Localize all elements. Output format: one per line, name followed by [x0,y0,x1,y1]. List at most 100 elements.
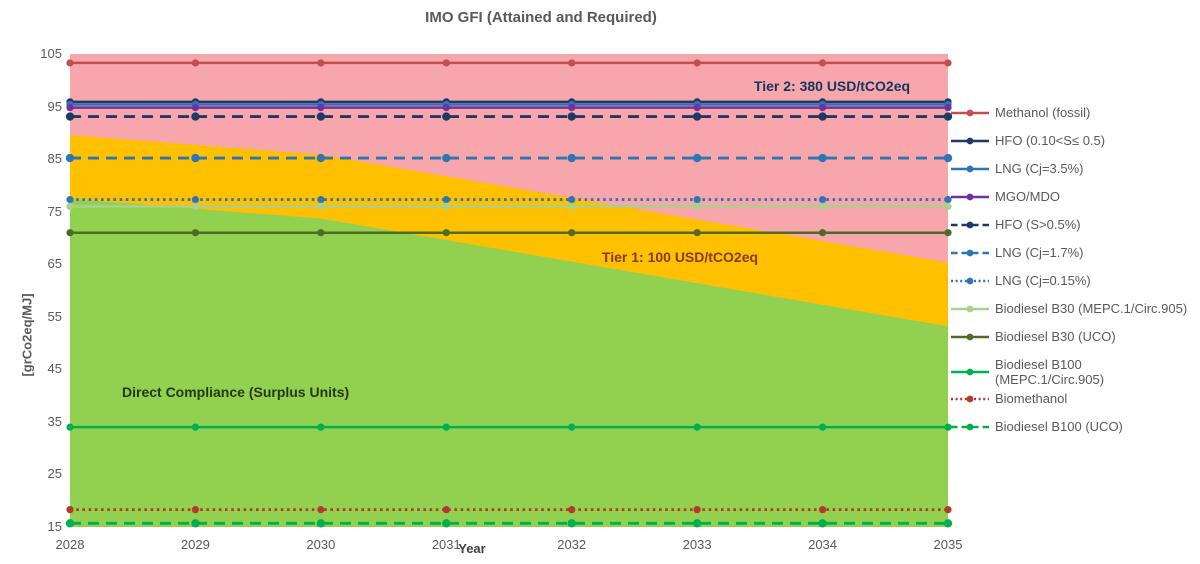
data-point-marker [944,506,952,514]
series-methanol-fossil [66,59,952,67]
data-point-marker [944,423,952,431]
data-point-marker [693,506,701,514]
data-point-marker [191,506,200,514]
y-tick-label: 55 [47,308,62,324]
y-tick-label: 75 [47,203,62,219]
data-point-marker [442,202,450,211]
data-point-marker [442,195,450,204]
direct-compliance-region [70,198,948,527]
legend-label: Biomethanol [995,391,1068,406]
legend-item-methanol-fossil: Methanol (fossil) [950,105,1187,120]
legend-label: Biodiesel B100 (MEPC.1/Circ.905) [995,357,1105,387]
legend-swatch-marker [966,249,974,256]
legend-swatch [951,193,989,200]
data-point-marker [944,59,952,67]
legend-swatch-marker [966,221,974,228]
y-tick-label: 65 [47,256,62,272]
data-point-marker [568,202,576,211]
data-point-marker [818,423,827,431]
data-point-marker [66,229,74,237]
data-point-marker [191,229,200,237]
data-point-marker [567,112,576,121]
data-point-marker [943,153,953,163]
data-point-marker [818,104,827,112]
series-biodiesel-b100-uco [65,519,953,528]
legend-swatch [951,423,989,430]
y-tick-label: 45 [47,361,62,377]
legend-swatch [951,333,989,340]
data-point-marker [568,195,576,204]
legend-swatch-marker [966,333,974,340]
data-point-marker [317,506,325,514]
legend-label: LNG (Cj=1.7%) [995,245,1084,260]
data-point-marker [692,112,702,121]
data-point-marker [944,195,952,204]
data-point-marker [191,104,200,112]
x-tick-label: 2031 [431,537,461,552]
direct-compliance-region-label: Direct Compliance (Surplus Units) [122,384,350,400]
data-point-marker [191,519,200,528]
data-point-marker [66,104,74,112]
legend-swatch [951,277,989,284]
y-tick-label: 25 [47,466,62,482]
y-tick-label: 105 [40,46,62,61]
legend-label: Methanol (fossil) [995,105,1091,120]
data-point-marker [944,202,952,211]
tier1-region-label: Tier 1: 100 USD/tCO2eq [601,249,759,265]
legend-item-lng-cj-3-5: LNG (Cj=3.5%) [950,161,1187,176]
x-tick-label: 2030 [306,537,336,552]
data-point-marker [317,423,325,431]
data-point-marker [191,59,200,67]
data-point-marker [818,153,827,163]
legend-label: Biodiesel B30 (UCO) [995,329,1116,344]
data-point-marker [442,112,451,121]
legend-label: HFO (0.10<S≤ 0.5) [995,133,1106,148]
data-point-marker [568,59,576,67]
legend-label: Biodiesel B100 (UCO) [995,419,1123,434]
data-point-marker [316,519,326,528]
series-biodiesel-b30-uco [66,229,952,237]
legend-swatch-marker [966,395,974,402]
data-point-marker [944,104,952,112]
legend-item-mgo-mdo: MGO/MDO [950,189,1187,204]
legend-swatch [951,221,989,228]
data-point-marker [191,153,200,163]
x-tick-label: 2033 [682,537,712,552]
data-point-marker [316,112,326,121]
data-point-marker [818,195,827,204]
series-lng-cj-0-15 [66,195,952,204]
data-point-marker [317,59,325,67]
data-point-marker [943,519,953,528]
legend-item-biomethanol: Biomethanol [950,391,1187,406]
data-point-marker [442,423,450,431]
legend-item-lng-cj-1-7: LNG (Cj=1.7%) [950,245,1187,260]
data-point-marker [66,195,74,204]
legend-swatch [951,395,989,402]
legend-swatch-marker [966,193,974,200]
data-point-marker [317,195,325,204]
legend-swatch-marker [966,277,974,284]
legend-label: LNG (Cj=0.15%) [995,273,1091,288]
y-tick-label: 95 [47,98,62,114]
data-point-marker [442,153,451,163]
legend-swatch-marker [966,423,974,430]
legend-swatch [951,109,989,116]
data-point-marker [317,104,325,112]
data-point-marker [316,153,326,163]
legend-item-biodiesel-b30-uco: Biodiesel B30 (UCO) [950,329,1187,344]
data-point-marker [317,229,325,237]
data-point-marker [568,423,576,431]
legend-item-biodiesel-b30-mepc-1-circ-905: Biodiesel B30 (MEPC.1/Circ.905) [950,301,1187,316]
data-point-marker [568,506,576,514]
x-axis-title: Year [458,541,486,556]
tier2-region-label: Tier 2: 380 USD/tCO2eq [753,78,911,94]
data-point-marker [442,506,450,514]
data-point-marker [568,229,576,237]
data-point-marker [692,153,702,163]
data-point-marker [442,519,451,528]
x-tick-label: 2032 [557,537,587,552]
legend-swatch-marker [966,165,974,172]
x-tick-label: 2029 [180,537,210,552]
data-point-marker [191,195,200,204]
